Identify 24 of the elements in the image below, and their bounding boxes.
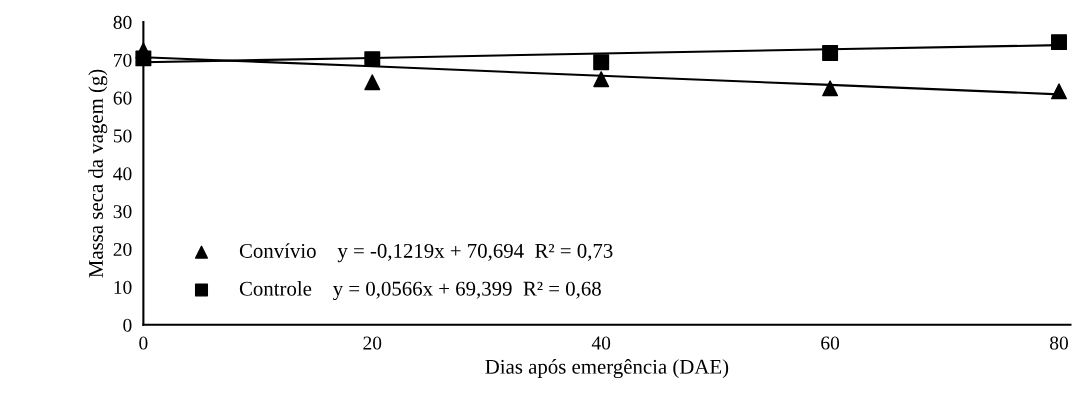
- y-tick-label: 20: [113, 242, 132, 257]
- y-axis-title: Massa seca da vagem (g): [88, 69, 108, 278]
- point: [1051, 34, 1067, 51]
- legend-label: Convívio y = -0,1219x + 70,694 R² = 0,73: [239, 243, 613, 263]
- y-tick-label: 10: [114, 280, 132, 294]
- point: [1051, 83, 1067, 100]
- x-tick-label: 60: [821, 336, 840, 350]
- point: [822, 80, 839, 97]
- y-tick-label: 30: [113, 205, 132, 219]
- point: [364, 74, 381, 91]
- y-tick-label: 70: [114, 53, 132, 67]
- legend-label: Controle y = 0,0566x + 69,399 R² = 0,68: [239, 281, 601, 300]
- x-tick-label: 20: [363, 336, 382, 350]
- x-tick-label: 80: [1050, 336, 1068, 350]
- x-tick-label: 0: [139, 336, 148, 350]
- x-axis-title: Dias após emergência (DAE): [485, 359, 729, 379]
- y-tick-label: 0: [123, 318, 132, 332]
- y-tick-label: 60: [113, 91, 132, 105]
- x-tick-label: 40: [591, 336, 611, 350]
- point: [593, 54, 610, 71]
- y-tick-label: 80: [113, 15, 132, 29]
- y-tick-label: 40: [113, 167, 132, 181]
- point: [593, 71, 610, 88]
- y-tick-label: 50: [113, 129, 132, 143]
